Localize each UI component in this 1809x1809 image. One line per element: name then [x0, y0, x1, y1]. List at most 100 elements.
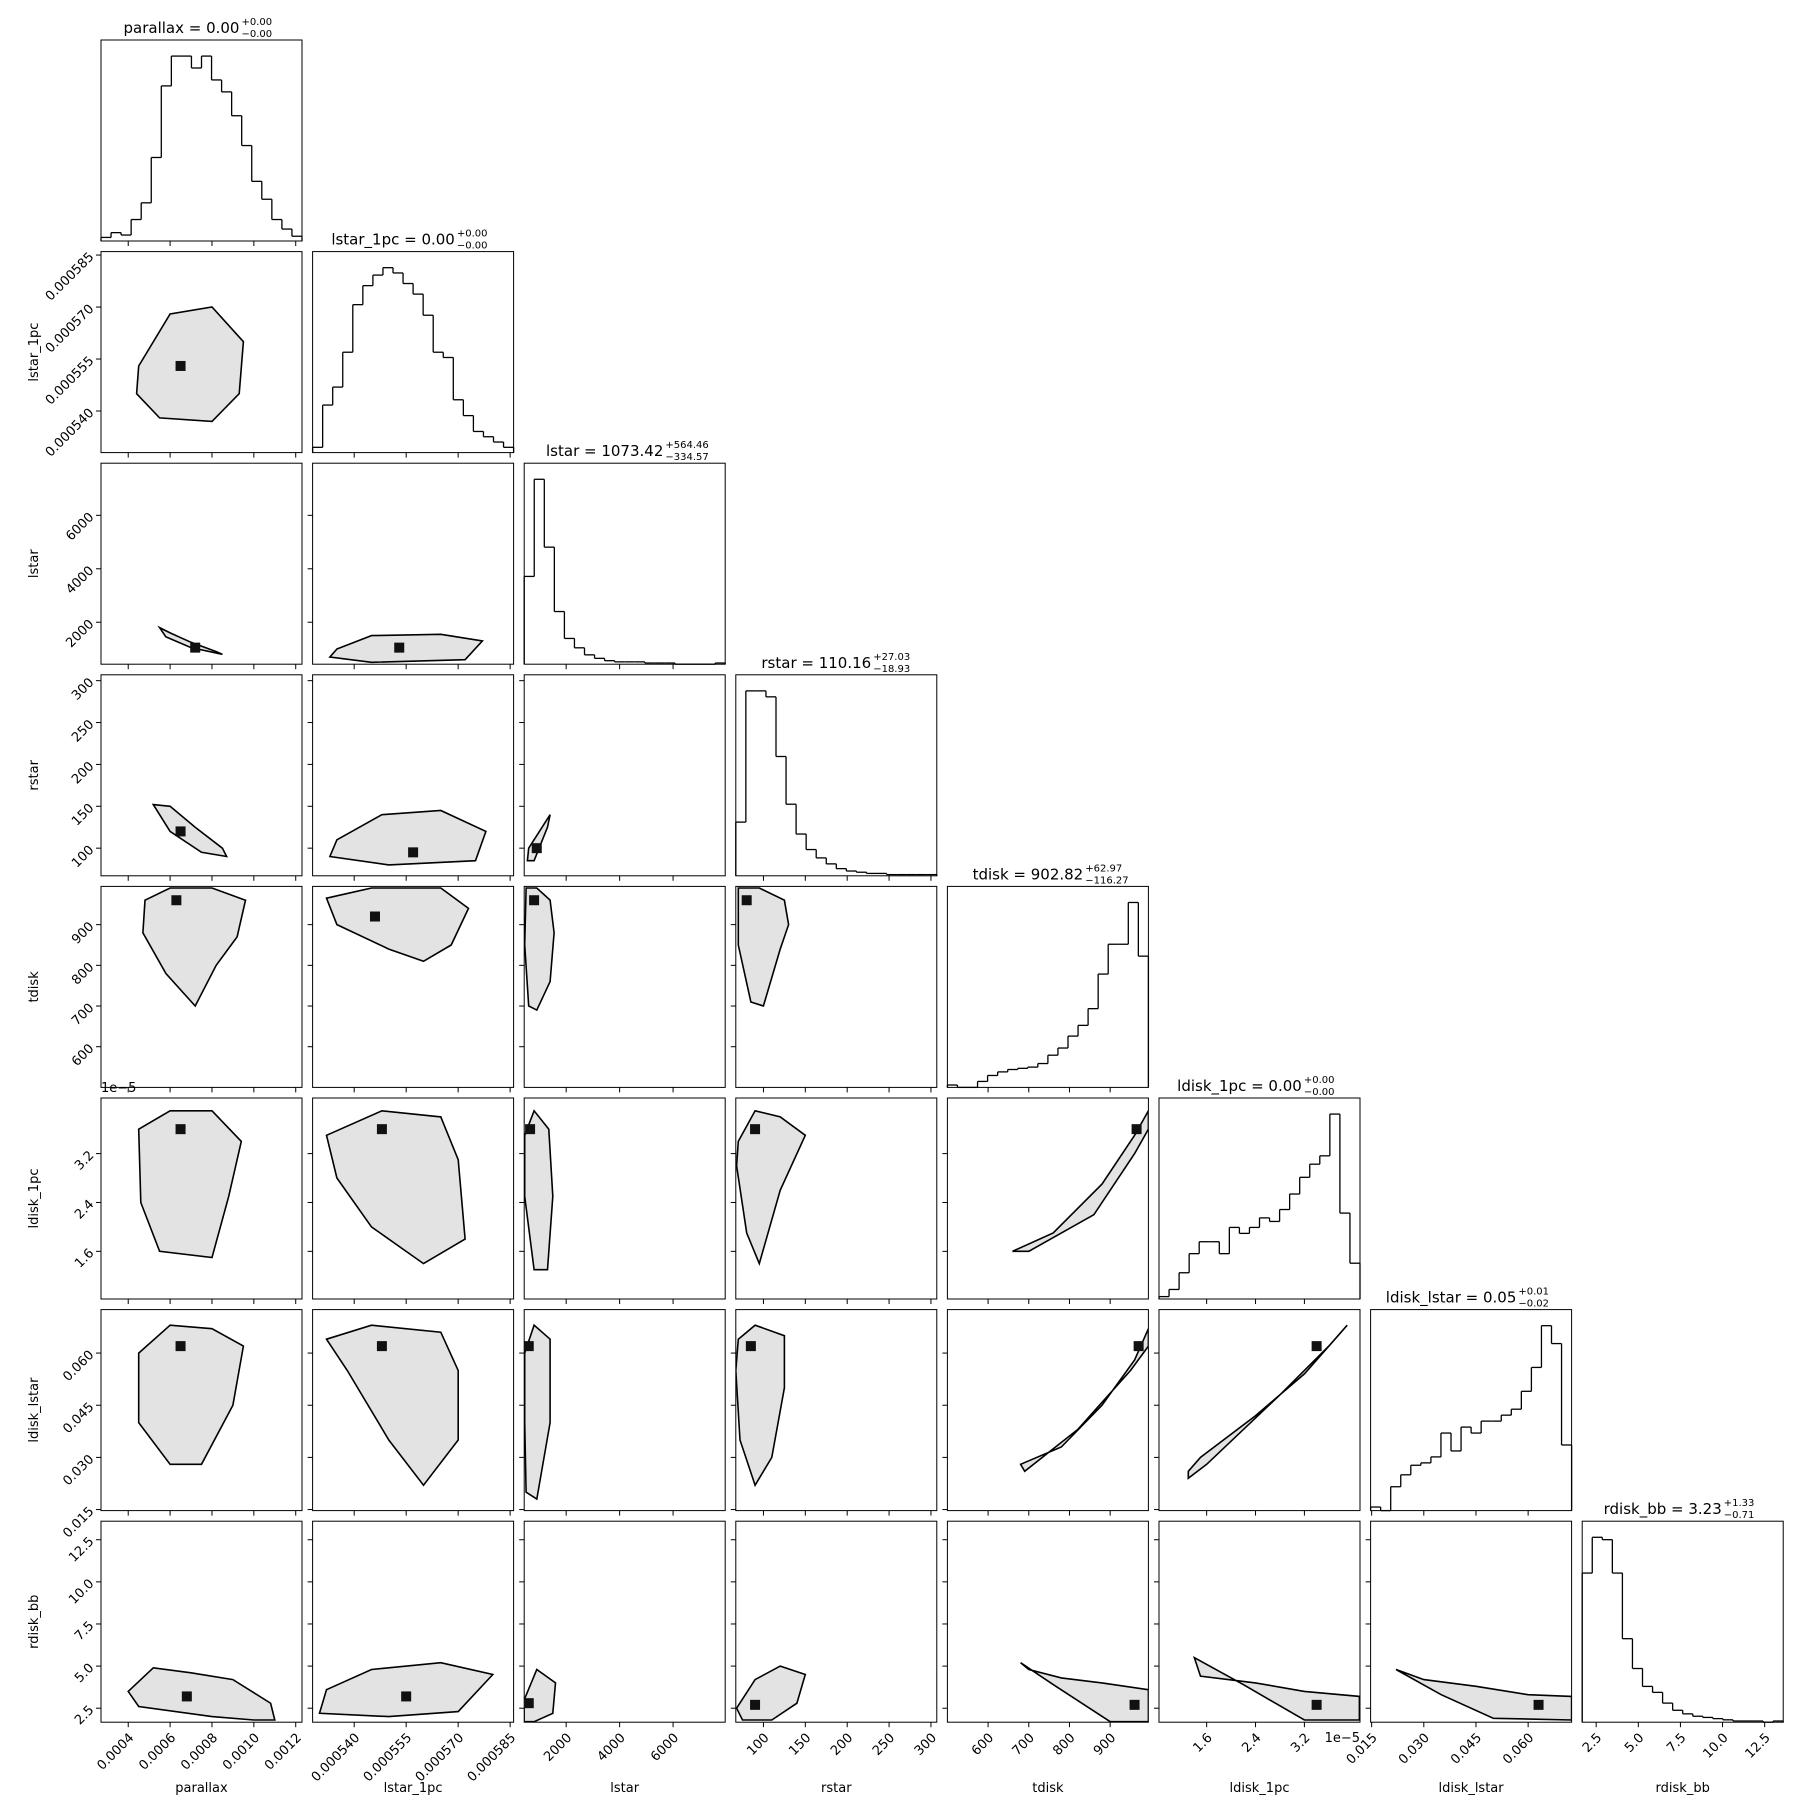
- density-peak: [1133, 1341, 1144, 1352]
- contour: [1019, 1328, 1149, 1473]
- panel-frame: [946, 1520, 1149, 1723]
- contour: [137, 1324, 245, 1466]
- x-tick-label: 12.5: [1743, 1731, 1774, 1762]
- x-tick-label: 900: [1091, 1731, 1119, 1759]
- density-peak: [1311, 1699, 1322, 1710]
- title-plus: +0.01: [1518, 1287, 1549, 1298]
- title-text: ldisk_1pc = 0.00: [1177, 1077, 1302, 1096]
- contour: [135, 306, 245, 423]
- title-minus: −0.00: [457, 241, 488, 252]
- x-axis-label: ldisk_lstar: [1439, 1781, 1505, 1796]
- panel-title: lstar_1pc = 0.00: [331, 230, 455, 249]
- title-plus: +1.33: [1724, 1498, 1755, 1509]
- contour: [325, 1324, 459, 1487]
- density-peak: [750, 1124, 761, 1135]
- y-axis-label: rdisk_bb: [27, 1595, 42, 1649]
- panel-title: ldisk_1pc = 0.00: [1177, 1077, 1302, 1096]
- panel-frame: [312, 1520, 515, 1723]
- title-text: ldisk_lstar = 0.05: [1386, 1288, 1517, 1307]
- contour: [328, 809, 487, 866]
- x-axis-label: lstar_1pc: [384, 1781, 443, 1796]
- contour: [157, 625, 223, 656]
- y-tick-label: 2.4: [72, 1197, 97, 1222]
- title-minus: −0.00: [241, 29, 272, 40]
- density-peak: [376, 1124, 387, 1135]
- panel-frame: [1158, 1097, 1361, 1300]
- panel-frame: [735, 1097, 938, 1300]
- panel-frame: [100, 462, 303, 665]
- contour: [524, 1109, 554, 1271]
- y-tick-label: 200: [69, 759, 97, 787]
- x-tick-label: 0.000570: [413, 1731, 467, 1785]
- panel-frame: [946, 1309, 1149, 1512]
- x-axis-label: ldisk_1pc: [1230, 1781, 1290, 1796]
- panel-title: ldisk_lstar = 0.05: [1386, 1288, 1517, 1307]
- y-axis-label: rstar: [27, 759, 42, 790]
- title-plus: +0.00: [241, 17, 272, 28]
- x-tick-label: 2.5: [1580, 1731, 1605, 1756]
- panel-frame: [735, 885, 938, 1088]
- density-peak: [741, 895, 752, 906]
- x-tick-label: 0.060: [1500, 1731, 1537, 1768]
- title-minus: −334.57: [665, 452, 708, 463]
- x-tick-label: 700: [1010, 1731, 1038, 1759]
- contour: [1012, 1109, 1149, 1253]
- panel-frame: [100, 251, 303, 454]
- density-peak: [175, 1341, 186, 1352]
- density-peak: [401, 1691, 412, 1702]
- density-peak: [394, 642, 405, 653]
- panel-frame: [735, 1309, 938, 1512]
- contour: [127, 1666, 276, 1721]
- panel-frame: [523, 1520, 726, 1723]
- x-axis-label: lstar: [610, 1781, 639, 1796]
- contour: [142, 887, 247, 1008]
- x-tick-label: 0.000540: [309, 1731, 363, 1785]
- density-peak: [175, 826, 186, 837]
- contour: [735, 1324, 786, 1488]
- panel-frame: [312, 251, 515, 454]
- x-axis-label: parallax: [175, 1781, 228, 1796]
- x-tick-label: 10.0: [1701, 1731, 1732, 1762]
- title-text: rdisk_bb = 3.23: [1604, 1500, 1722, 1519]
- panel-frame: [523, 462, 726, 665]
- contour: [735, 1109, 807, 1267]
- title-plus: +62.97: [1085, 863, 1122, 874]
- x-tick-label: 600: [969, 1731, 997, 1759]
- title-plus: +0.00: [457, 229, 488, 240]
- density-peak: [1311, 1341, 1322, 1352]
- x-tick-label: 0.0008: [178, 1731, 221, 1774]
- panel-frame: [946, 1097, 1149, 1300]
- panel-frame: [100, 1520, 303, 1723]
- x-tick-label: 0.0006: [136, 1731, 179, 1774]
- panel-frame: [1370, 1520, 1573, 1723]
- x-tick-label: 5.0: [1622, 1731, 1647, 1756]
- y-tick-label: 100: [69, 843, 97, 871]
- y-tick-label: 250: [69, 717, 97, 745]
- contour: [1020, 1662, 1149, 1723]
- density-peak: [750, 1699, 761, 1710]
- title-text: tdisk = 902.82: [973, 865, 1084, 883]
- y-tick-label: 0.000555: [43, 354, 97, 408]
- title-plus: +564.46: [665, 440, 708, 451]
- contour: [737, 887, 790, 1008]
- title-minus: −116.27: [1085, 875, 1128, 886]
- density-peak: [190, 642, 201, 653]
- panel-frame: [312, 462, 515, 665]
- y-tick-label: 600: [69, 1041, 97, 1069]
- density-peak: [175, 1124, 186, 1135]
- y-tick-label: 3.2: [72, 1148, 97, 1173]
- title-plus: +0.00: [1304, 1075, 1335, 1086]
- panel-frame: [735, 1520, 938, 1723]
- panel-title: rdisk_bb = 3.23: [1604, 1500, 1722, 1519]
- density-peak: [524, 1698, 534, 1709]
- x-tick-label: 200: [828, 1731, 856, 1759]
- title-plus: +27.03: [873, 652, 910, 663]
- contour: [1193, 1656, 1360, 1721]
- panel-frame: [523, 674, 726, 877]
- panel-frame: [735, 674, 938, 877]
- contour: [524, 887, 555, 1012]
- title-text: lstar = 1073.42: [546, 442, 663, 460]
- title-minus: −0.71: [1724, 1510, 1755, 1521]
- panel-frame: [100, 39, 303, 242]
- contour: [524, 1668, 557, 1723]
